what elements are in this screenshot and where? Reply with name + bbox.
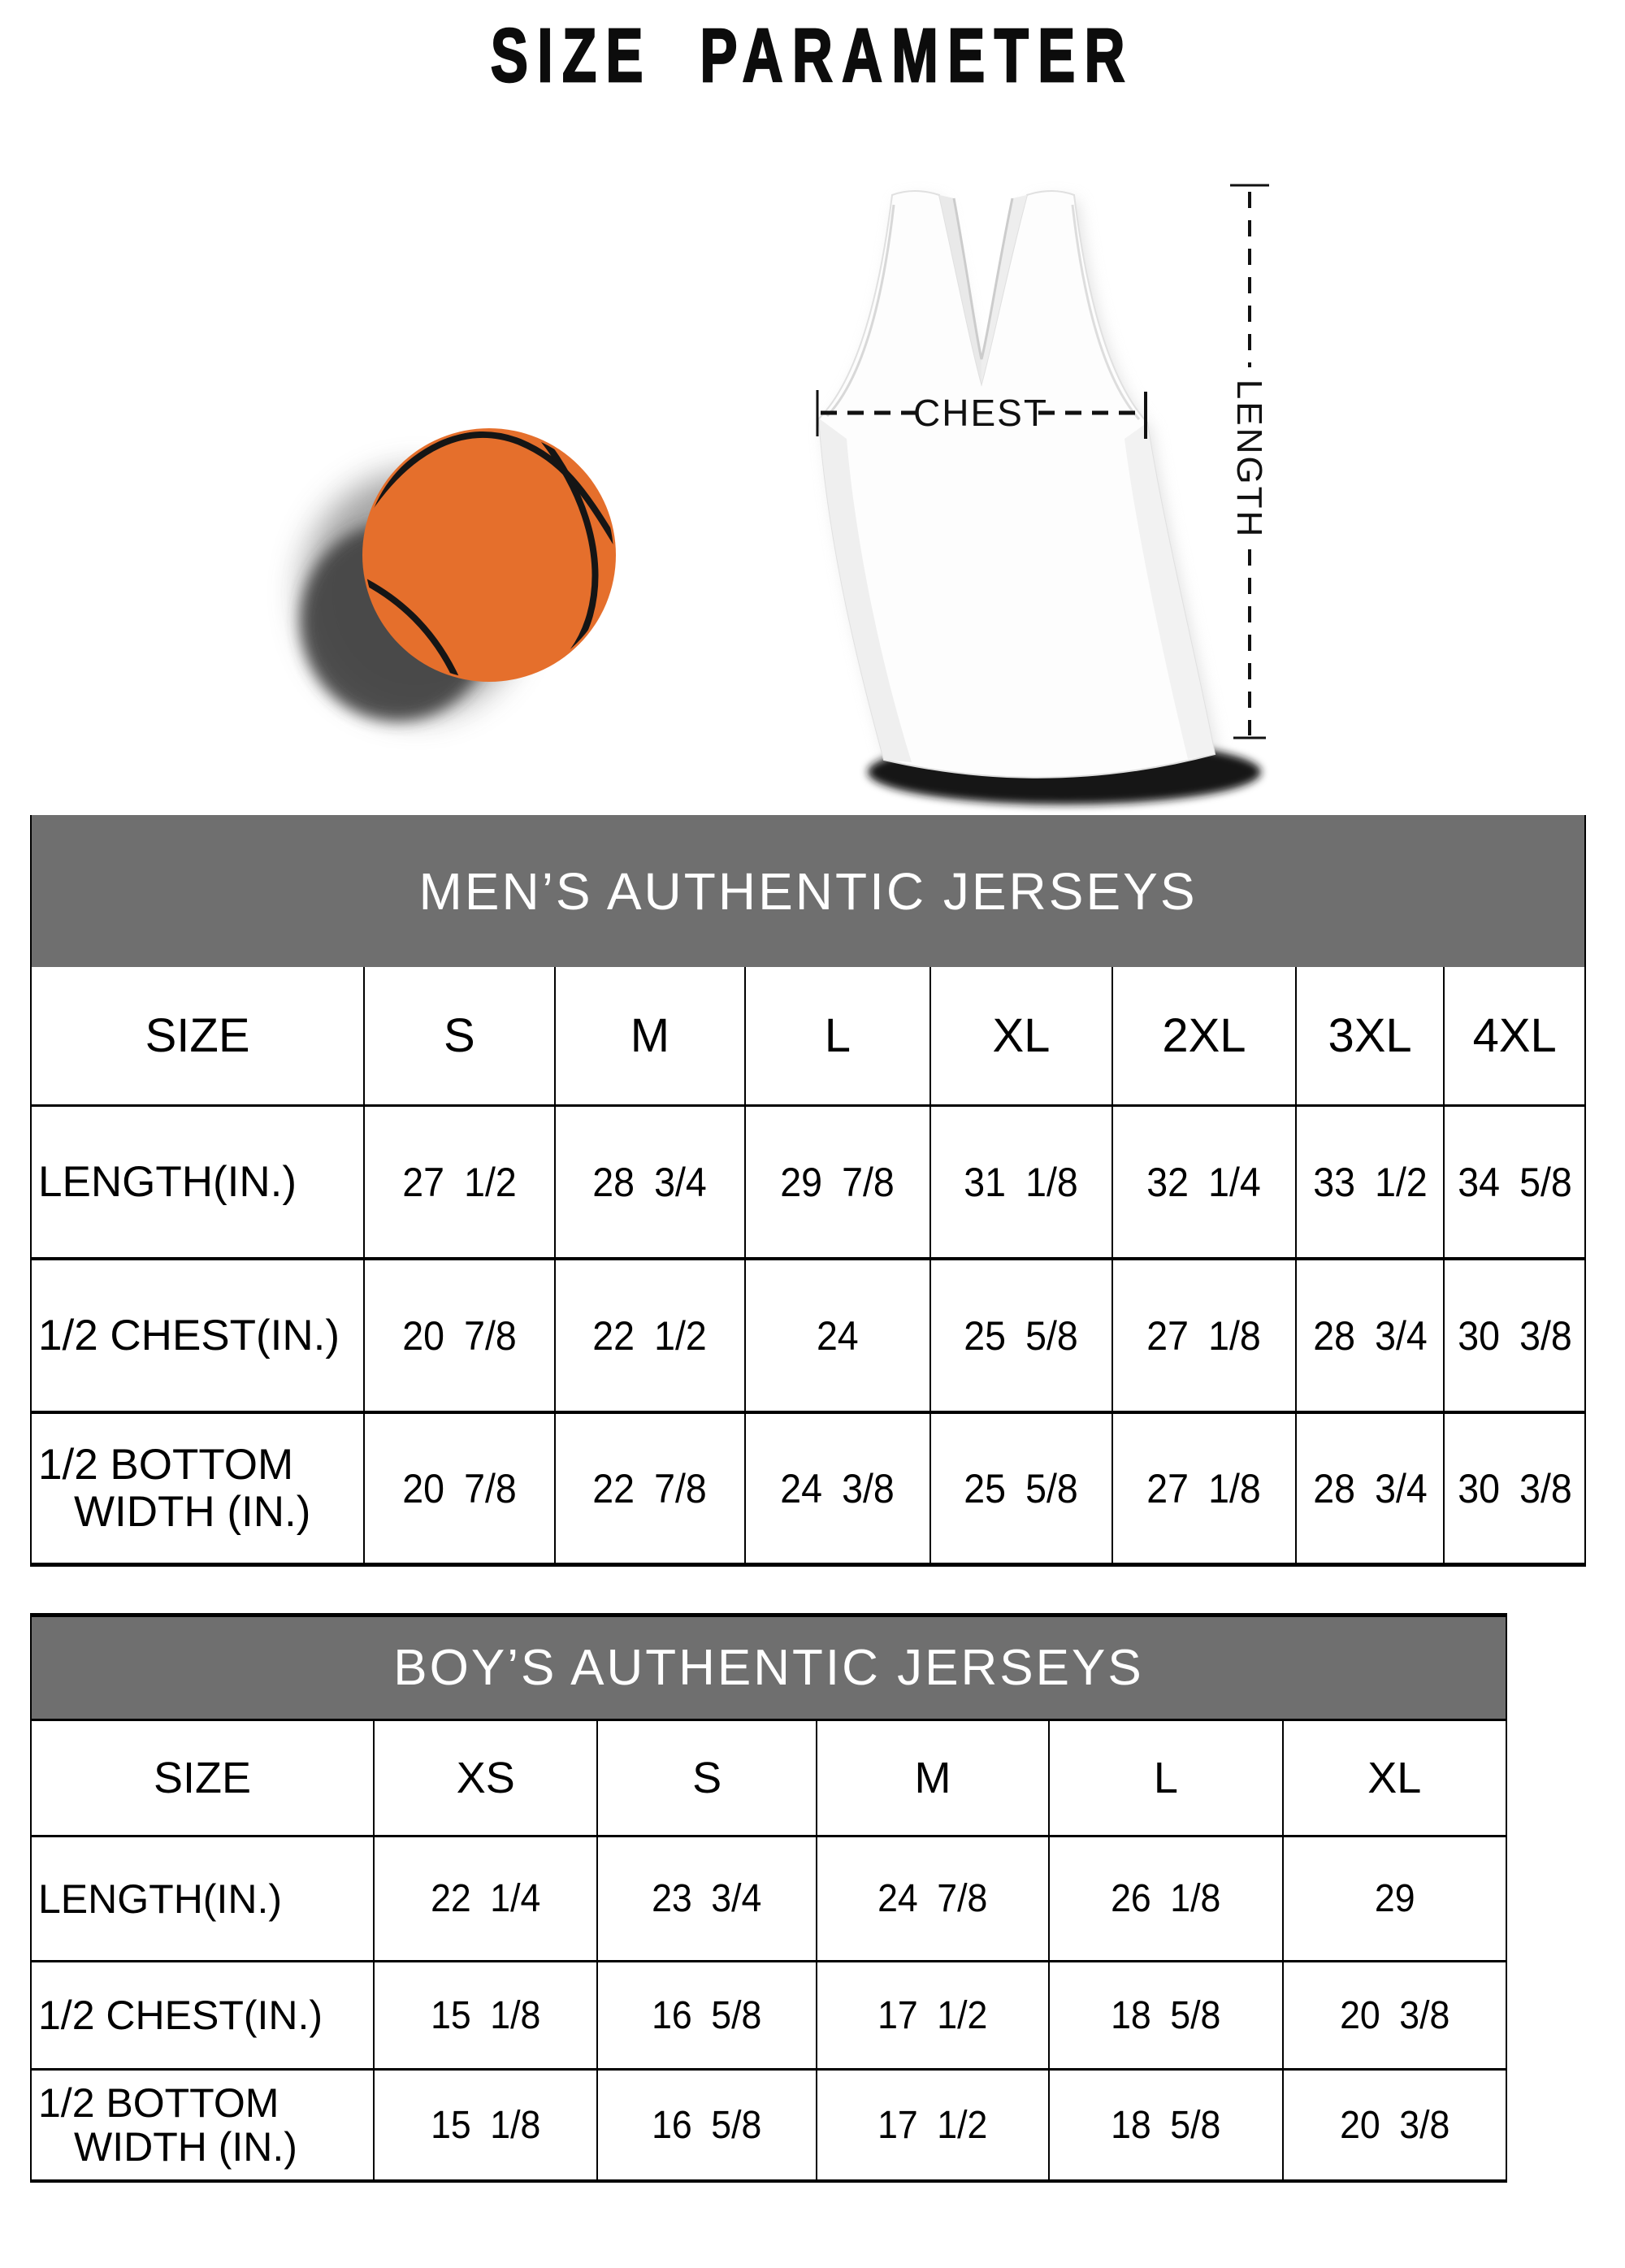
table-cell: 15 1/8 [375,2071,599,2179]
size-col-s: S [365,967,556,1104]
size-col-2xl: 2XL [1113,967,1297,1104]
boys-size-table: BOY’S AUTHENTIC JERSEYS SIZE XS S M L XL… [30,1613,1507,2183]
jersey-illustration [817,190,1261,804]
mens-size-header-row: SIZE S M L XL 2XL 3XL 4XL [32,967,1584,1107]
size-col-m: M [817,1721,1051,1835]
mens-length-row: LENGTH(IN.) 27 1/2 28 3/4 29 7/8 31 1/8 … [32,1107,1584,1260]
size-col-m: M [556,967,747,1104]
jersey-armhole-trim-left [826,204,895,418]
table-cell: 20 3/8 [1339,2103,1450,2147]
size-col-l: L [746,967,931,1104]
table-cell: 30 3/8 [1457,1312,1572,1359]
row-label: 1/2 BOTTOM WIDTH (IN.) [32,1414,366,1563]
table-cell: 18 5/8 [1050,1962,1284,2068]
table-cell: 23 3/4 [598,1837,817,1960]
table-cell: 22 1/4 [375,1837,599,1960]
size-col-3xl: 3XL [1297,967,1445,1104]
row-label: LENGTH(IN.) [32,1837,375,1960]
boys-length-row: LENGTH(IN.) 22 1/4 23 3/4 24 7/8 26 1/8 … [32,1837,1506,1962]
mens-chest-row: 1/2 CHEST(IN.) 20 7/8 22 1/2 24 25 5/8 2… [32,1260,1584,1414]
length-label: LENGTH [1229,379,1269,539]
table-cell: 33 1/2 [1297,1107,1445,1257]
table-cell: 26 1/8 [1050,1837,1284,1960]
table-cell: 22 7/8 [556,1414,747,1563]
table-cell: 27 1/2 [365,1107,556,1257]
table-cell: 32 1/4 [1113,1107,1297,1257]
table-cell: 16 5/8 [598,2071,817,2179]
table-cell: 17 1/2 [817,1962,1051,2068]
table-cell: 30 3/8 [1457,1465,1572,1511]
jersey-right-shading [1124,423,1215,759]
table-cell: 27 1/8 [1113,1260,1297,1411]
jersey-armhole-trim-right [1071,204,1141,420]
size-diagram: CHEST LENGTH [301,184,1269,804]
table-cell: 24 7/8 [817,1837,1051,1960]
table-cell: 24 [746,1260,931,1411]
length-dimension-line: LENGTH [1229,184,1269,739]
table-cell: 20 7/8 [365,1414,556,1563]
table-cell: 25 5/8 [931,1414,1114,1563]
table-cell: 17 1/2 [817,2071,1051,2179]
row-label: 1/2 BOTTOM WIDTH (IN.) [32,2071,375,2179]
table-cell: 31 1/8 [931,1107,1114,1257]
table-cell: 18 5/8 [1050,2071,1284,2179]
boys-chest-row: 1/2 CHEST(IN.) 15 1/8 16 5/8 17 1/2 18 5… [32,1962,1506,2071]
table-cell: 28 3/4 [556,1107,747,1257]
table-cell: 20 7/8 [365,1260,556,1411]
table-cell: 24 3/8 [746,1414,931,1563]
chest-label: CHEST [913,392,1048,434]
table-cell: 29 7/8 [746,1107,931,1257]
jersey-neck-shading-left [939,195,982,384]
size-col-header: SIZE [32,967,366,1104]
jersey-neck-trim [952,197,1014,360]
table-cell: 29 [1374,1877,1415,1920]
table-cell: 15 1/8 [375,1962,599,2068]
size-col-xs: XS [375,1721,599,1835]
mens-size-table: MEN’S AUTHENTIC JERSEYS SIZE S M L XL 2X… [30,815,1586,1567]
row-label: 1/2 CHEST(IN.) [32,1962,375,2068]
table-cell: 34 5/8 [1457,1159,1572,1205]
boys-size-header-row: SIZE XS S M L XL [32,1721,1506,1837]
jersey-neck-shading-right [982,195,1027,384]
mens-bottom-width-row: 1/2 BOTTOM WIDTH (IN.) 20 7/8 22 7/8 24 … [32,1414,1584,1563]
chest-dimension-line: CHEST [816,390,1147,439]
page-title: SIZE PARAMETER [490,12,1134,98]
size-col-s: S [598,1721,817,1835]
size-col-header: SIZE [32,1721,375,1835]
table-cell: 28 3/4 [1297,1414,1445,1563]
jersey-left-shading [819,418,912,762]
table-cell: 20 3/8 [1339,1993,1450,2037]
table-cell: 16 5/8 [598,1962,817,2068]
basketball-body [362,428,616,682]
row-label: 1/2 CHEST(IN.) [32,1260,366,1411]
size-col-l: L [1050,1721,1284,1835]
boys-table-header: BOY’S AUTHENTIC JERSEYS [32,1617,1506,1721]
boys-bottom-width-row: 1/2 BOTTOM WIDTH (IN.) 15 1/8 16 5/8 17 … [32,2071,1506,2179]
size-col-xl: XL [1367,1754,1422,1802]
table-cell: 28 3/4 [1297,1260,1445,1411]
table-cell: 27 1/8 [1113,1414,1297,1563]
mens-table-header: MEN’S AUTHENTIC JERSEYS [32,815,1584,967]
row-label: LENGTH(IN.) [32,1107,366,1257]
basketball-illustration [301,428,616,721]
table-cell: 25 5/8 [931,1260,1114,1411]
size-col-xl: XL [931,967,1114,1104]
table-cell: 22 1/2 [556,1260,747,1411]
size-col-4xl: 4XL [1472,1009,1557,1062]
